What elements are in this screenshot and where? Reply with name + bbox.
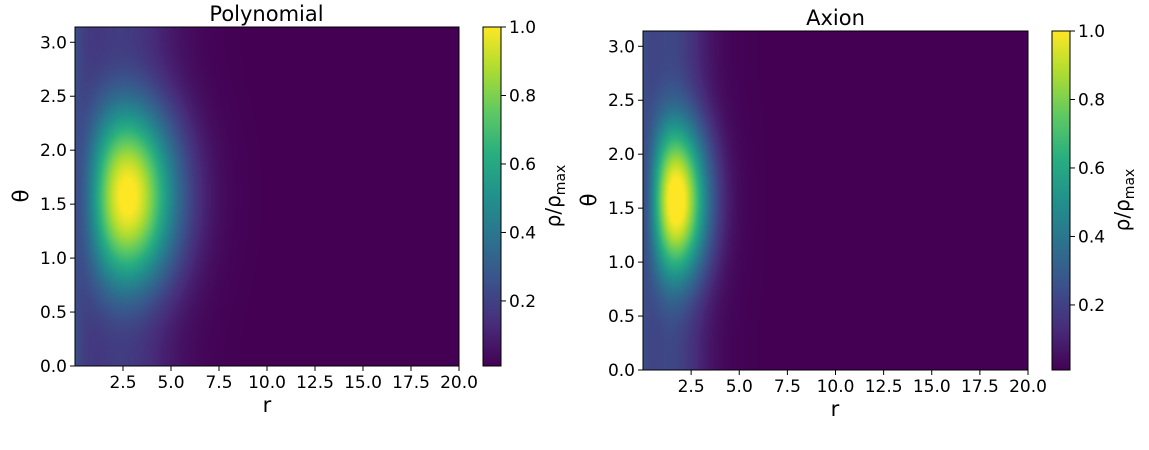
x-tick-label: 2.5 — [109, 373, 136, 393]
y-tick-label: 3.0 — [608, 37, 635, 57]
x-tick-label: 10.0 — [817, 377, 855, 397]
colorbar: 0.2 0.4 0.6 0.8 1.0 ρ/ρmax — [1051, 22, 1138, 371]
colorbar-gradient — [1051, 30, 1071, 371]
y-tick-label: 2.0 — [608, 145, 635, 165]
y-tick-label: 0.5 — [608, 307, 635, 327]
colorbar-label-sub: max — [1122, 169, 1138, 200]
y-tick-label: 1.5 — [40, 195, 67, 215]
colorbar-ticks: 0.2 0.4 0.6 0.8 1.0 — [501, 18, 536, 312]
y-tick-label: 3.0 — [40, 33, 67, 53]
x-tick-label: 10.0 — [248, 373, 286, 393]
colorbar-label-main: ρ/ρ — [541, 195, 565, 227]
colorbar-tick-label: 0.8 — [509, 86, 536, 106]
panel-polynomial: Polynomial 2.5 5.0 7.5 10.0 12.5 15.0 17.5 20.0… — [9, 2, 569, 417]
colorbar-tick-label: 0.8 — [1078, 90, 1105, 110]
x-tick-label: 7.5 — [774, 377, 801, 397]
y-tick-label: 0.0 — [608, 361, 635, 381]
y-tick-label: 1.0 — [40, 249, 67, 269]
heatmap-image — [643, 31, 1028, 370]
colorbar-tick-label: 0.4 — [1078, 227, 1105, 247]
x-tick-label: 5.0 — [157, 373, 184, 393]
colorbar-tick-label: 0.6 — [509, 155, 536, 175]
y-axis-ticks: 0.0 0.5 1.0 1.5 2.0 2.5 3.0 — [608, 37, 643, 381]
y-tick-label: 2.0 — [40, 141, 67, 161]
y-tick-label: 0.0 — [40, 357, 67, 377]
colorbar-label: ρ/ρmax — [1110, 169, 1138, 232]
colorbar-label: ρ/ρmax — [541, 165, 569, 228]
x-tick-label: 2.5 — [678, 377, 705, 397]
x-tick-label: 20.0 — [1009, 377, 1047, 397]
heatmap-plot — [74, 26, 460, 367]
panel-title: Axion — [806, 6, 865, 30]
x-tick-label: 12.5 — [865, 377, 903, 397]
heatmap-image — [75, 27, 459, 366]
x-axis-ticks: 2.5 5.0 7.5 10.0 12.5 15.0 17.5 20.0 — [678, 370, 1047, 397]
x-tick-label: 17.5 — [961, 377, 999, 397]
y-tick-label: 2.5 — [608, 91, 635, 111]
colorbar-gradient — [482, 26, 502, 367]
x-axis-label: r — [263, 393, 272, 417]
y-tick-label: 1.0 — [608, 253, 635, 273]
x-tick-label: 12.5 — [296, 373, 334, 393]
colorbar-tick-label: 1.0 — [509, 18, 536, 38]
y-tick-label: 1.5 — [608, 199, 635, 219]
y-tick-label: 0.5 — [40, 303, 67, 323]
colorbar-tick-label: 1.0 — [1078, 22, 1105, 42]
y-tick-label: 2.5 — [40, 87, 67, 107]
x-tick-label: 15.0 — [344, 373, 382, 393]
colorbar-tick-label: 0.4 — [509, 223, 536, 243]
colorbar-ticks: 0.2 0.4 0.6 0.8 1.0 — [1070, 22, 1105, 316]
y-axis-label: θ — [9, 190, 33, 203]
panel-title: Polynomial — [209, 2, 323, 26]
x-tick-label: 20.0 — [440, 373, 478, 393]
panel-axion: Axion 2.5 5.0 7.5 10.0 12.5 15.0 17.5 20.0 0.00… — [577, 6, 1138, 421]
colorbar-label-sub: max — [553, 165, 569, 196]
x-axis-label: r — [831, 397, 840, 421]
x-tick-label: 7.5 — [205, 373, 232, 393]
colorbar-tick-label: 0.2 — [1078, 296, 1105, 316]
x-tick-label: 15.0 — [913, 377, 951, 397]
colorbar: 0.2 0.4 0.6 0.8 1.0 ρ/ρmax — [482, 18, 569, 367]
y-axis-ticks: 0.0 0.5 1.0 1.5 2.0 2.5 3.0 — [40, 33, 75, 377]
colorbar-tick-label: 0.2 — [509, 292, 536, 312]
colorbar-label-main: ρ/ρ — [1110, 199, 1134, 231]
y-axis-label: θ — [577, 194, 601, 207]
colorbar-tick-label: 0.6 — [1078, 159, 1105, 179]
x-tick-label: 17.5 — [392, 373, 430, 393]
x-axis-ticks: 2.5 5.0 7.5 10.0 12.5 15.0 17.5 20.0 — [109, 366, 478, 393]
x-tick-label: 5.0 — [726, 377, 753, 397]
heatmap-plot — [642, 30, 1029, 371]
